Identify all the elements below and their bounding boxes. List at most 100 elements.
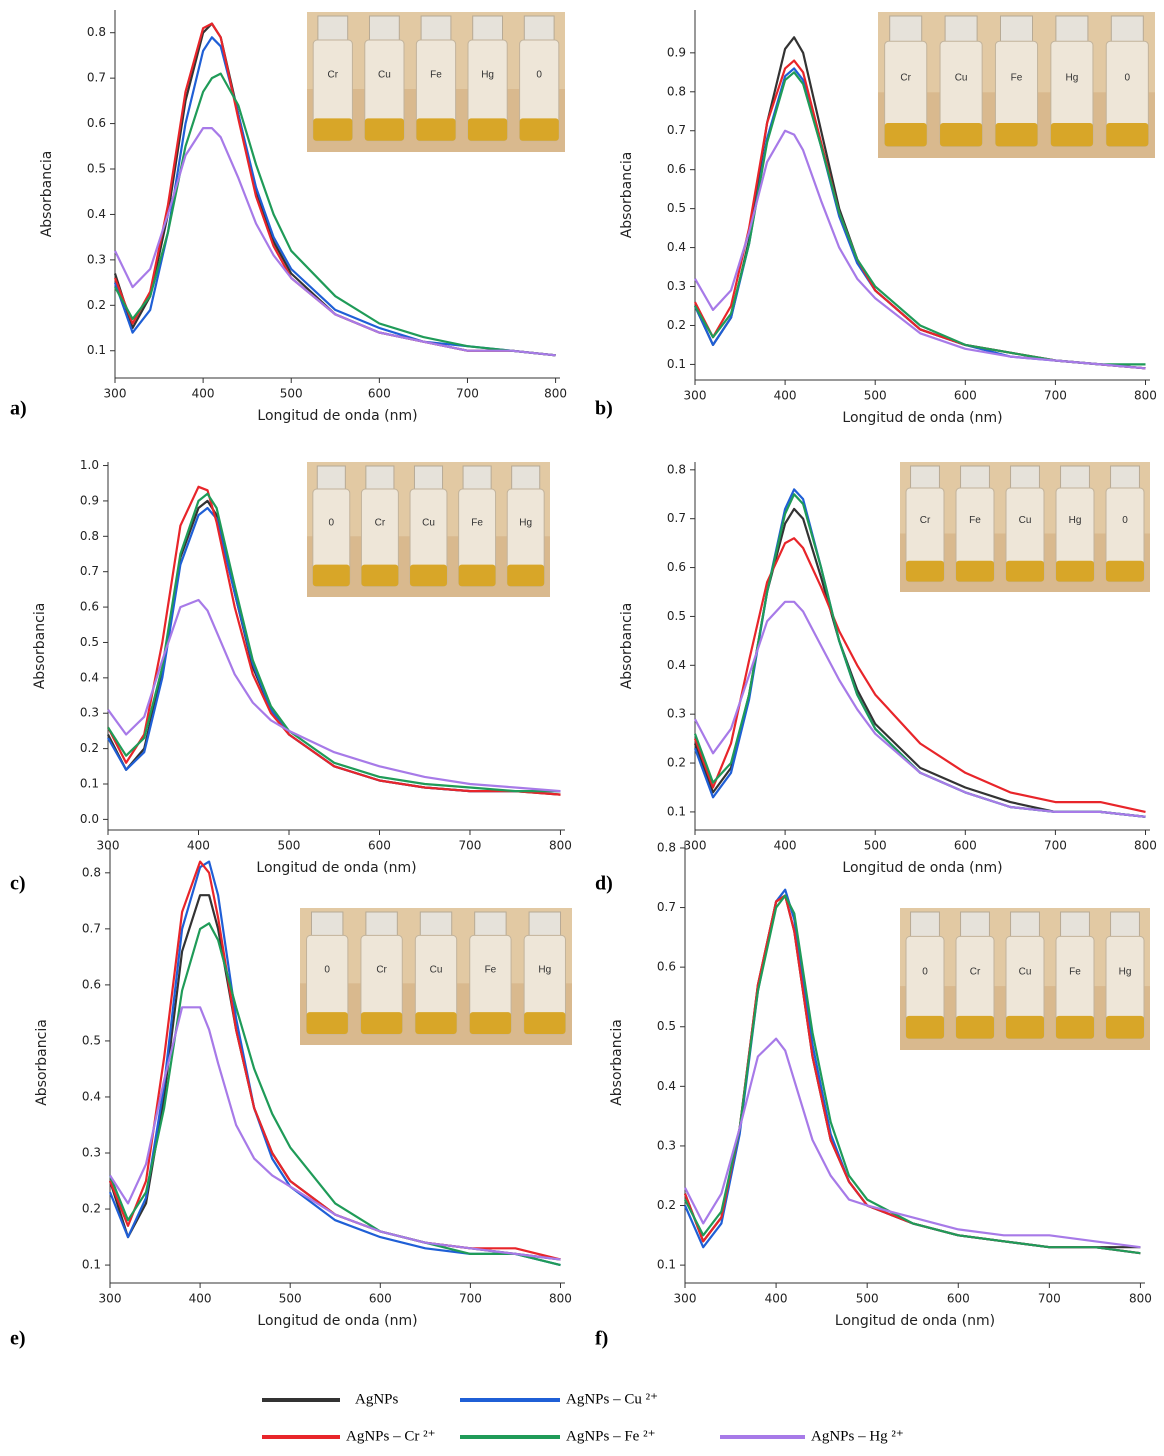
y-tick-label: 0.1 [667,804,686,818]
vial-label: Fe [471,517,483,528]
x-tick-label: 500 [864,389,887,403]
vial-label: Hg [1066,72,1079,83]
y-tick-label: 0.5 [82,1033,101,1047]
y-axis-title: Absorbancia [609,1019,625,1106]
vial-glass [360,488,399,587]
vial-cap [413,465,444,491]
vial-liquid [1056,560,1094,582]
vial-cap [365,465,395,491]
vial-cap [310,911,344,938]
y-tick-label: 0.1 [80,777,99,791]
vial-label: Cu [1019,515,1032,526]
y-tick-label: 0.5 [657,1019,676,1033]
vial-label: Fe [969,515,981,526]
y-tick-label: 0.1 [82,1258,101,1272]
x-tick-label: 300 [684,839,707,853]
vial-cap [1010,911,1040,939]
y-tick-label: 0.6 [82,977,101,991]
x-axis-title: Longitud de onda (nm) [842,410,1002,426]
y-tick-label: 0.2 [80,741,99,755]
vial-label: Cr [376,964,387,975]
vial-cap [528,911,562,938]
vial-label: Cr [920,515,931,526]
y-tick-label: 0.1 [87,343,106,357]
spectrum-line [114,72,556,357]
inset-photo: Cr Cu Fe Hg 0 [307,12,565,152]
spectrum-line [694,71,1146,366]
x-tick-label: 800 [544,387,567,401]
vial-cap [1110,15,1144,43]
vial-label: 0 [1122,515,1128,526]
vial-cap [1110,465,1140,490]
vial-label: 0 [329,517,335,528]
x-tick-label: 700 [459,839,482,853]
vial-label: Hg [519,517,532,528]
x-tick-label: 600 [368,387,391,401]
spectrum-line [693,537,1146,813]
vial-liquid [361,564,399,587]
inset-photo: 0 Cr Cu Fe Hg [900,908,1150,1050]
legend-label: AgNPs [355,1391,399,1407]
vial-cap [317,15,349,42]
panel: 0 Cr Cu Fe Hg 0.1 0.2 0.3 0.4 0.5 0.6 0.7 0.8 300 400 5… [595,840,1152,1349]
x-tick-label: 600 [369,1292,392,1306]
vial-liquid [956,560,994,582]
y-tick-label: 0.8 [657,840,676,854]
y-tick-label: 0.4 [667,658,686,672]
vial-label: Cr [328,70,339,81]
vial-liquid [956,1015,994,1039]
x-tick-label: 400 [187,839,210,853]
y-tick-label: 0.7 [657,900,676,914]
vial-cap [1010,465,1040,490]
x-tick-label: 800 [549,839,572,853]
y-tick-label: 0.9 [667,45,686,59]
y-tick-label: 0.6 [657,960,676,974]
vial-cap [889,15,923,43]
x-tick-label: 400 [774,389,797,403]
inset-photo: Cr Cu Fe Hg 0 [878,12,1155,158]
vial-liquid [364,118,405,141]
y-tick-label: 0.4 [657,1079,676,1093]
vial-cap [1055,15,1089,43]
x-tick-label: 700 [1044,839,1067,853]
x-tick-label: 400 [774,839,797,853]
x-tick-label: 500 [280,387,303,401]
vial-liquid [906,1015,944,1039]
spectrum-line [107,485,561,796]
vial-liquid [940,122,983,147]
y-tick-label: 0.3 [80,706,99,720]
y-tick-label: 0.7 [87,71,106,85]
spectrum-line [107,598,561,793]
vial-liquid [306,1012,348,1035]
y-tick-label: 0.8 [80,529,99,543]
y-tick-label: 0.6 [667,560,686,574]
vial-label: Fe [1069,967,1081,978]
x-tick-label: 700 [1044,389,1067,403]
vial-cap [365,911,398,938]
x-tick-label: 300 [684,389,707,403]
vial-label: 0 [536,70,542,81]
spectrum-line [107,492,561,793]
vial-cap [316,465,346,491]
x-tick-label: 700 [456,387,479,401]
x-tick-label: 600 [954,839,977,853]
spectrum-line [109,1006,561,1261]
vial-cap [420,15,452,42]
vial-liquid [313,118,353,141]
inset-photo: 0 Cr Cu Fe Hg [307,462,550,597]
y-tick-label: 0.7 [80,564,99,578]
x-tick-label: 700 [459,1292,482,1306]
y-tick-label: 0.2 [667,756,686,770]
vial-liquid [469,1012,512,1035]
vial-cap [419,911,453,938]
panel: 0 Cr Cu Fe Hg 0.1 0.2 0.3 0.4 0.5 0.6 0.7 0.8 300 400 5… [10,842,572,1350]
x-tick-label: 500 [856,1292,879,1306]
x-tick-label: 600 [368,839,391,853]
vial-cap [910,465,940,490]
vial-liquid [1106,122,1149,147]
vial-label: Cr [900,72,911,83]
y-tick-label: 0.3 [82,1145,101,1159]
y-tick-label: 0.6 [87,116,106,130]
x-axis-title: Longitud de onda (nm) [256,860,416,876]
vial-label: Cu [422,517,435,528]
